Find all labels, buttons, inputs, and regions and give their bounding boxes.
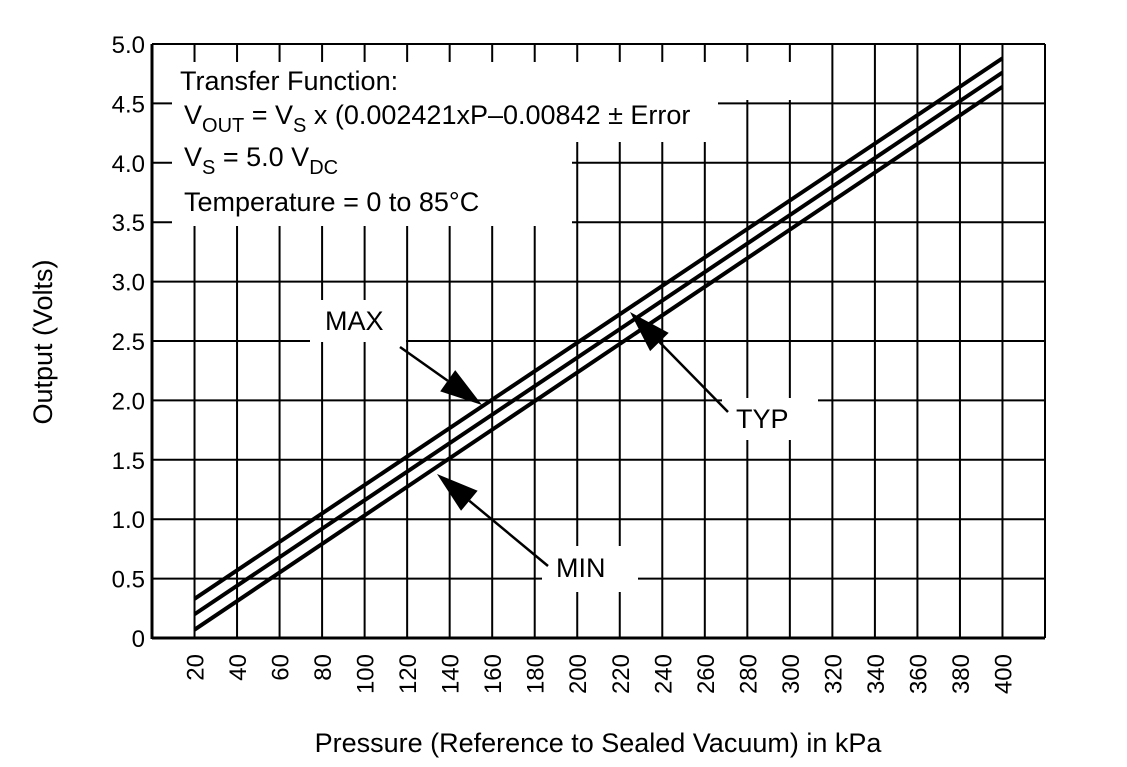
transfer-function-box xyxy=(172,62,830,100)
y-tick-label: 5.0 xyxy=(112,32,145,59)
x-tick-label: 240 xyxy=(650,654,677,694)
min-label: MIN xyxy=(556,553,606,583)
y-tick-label: 2.5 xyxy=(112,329,145,356)
transfer-function-equation: VOUT = VS x (0.002421xP–0.00842 ± Error xyxy=(184,100,690,137)
x-tick-label: 400 xyxy=(990,654,1017,694)
x-tick-label: 80 xyxy=(310,654,337,681)
y-tick-label: 3.5 xyxy=(112,210,145,237)
transfer-function-title: Transfer Function: xyxy=(180,66,398,96)
x-tick-label: 40 xyxy=(225,654,252,681)
axes xyxy=(150,43,1046,640)
temperature-annotation: Temperature = 0 to 85°C xyxy=(184,187,479,217)
tick-labels: 20 40 60 80 100 120 140 160 180 200 220 240 260 280 30… xyxy=(112,32,1018,694)
series-line-typ xyxy=(193,70,1004,616)
y-tick-label: 4.0 xyxy=(112,151,145,178)
annotation-backgrounds xyxy=(172,62,830,592)
min-label-box xyxy=(542,546,638,592)
y-tick-label: 1.0 xyxy=(112,507,145,534)
series-line-min xyxy=(193,85,1004,632)
x-tick-label: 340 xyxy=(863,654,890,694)
typ-label-box xyxy=(722,398,818,440)
x-tick-label: 260 xyxy=(693,654,720,694)
x-tick-label: 380 xyxy=(948,654,975,694)
y-tick-label: 3.0 xyxy=(112,270,145,297)
x-tick-label: 300 xyxy=(778,654,805,694)
x-tick-label: 140 xyxy=(438,654,465,694)
x-tick-label: 320 xyxy=(820,654,847,694)
transfer-function-box xyxy=(172,142,572,226)
typ-label: TYP xyxy=(736,404,789,434)
y-axis-title: Output (Volts) xyxy=(28,259,58,424)
x-tick-label: 20 xyxy=(183,654,210,681)
series-lines xyxy=(193,56,1004,632)
x-tick-label: 100 xyxy=(353,654,380,694)
supply-voltage-annotation: VS = 5.0 VDC xyxy=(184,142,338,179)
x-tick-label: 200 xyxy=(565,654,592,694)
max-arrow xyxy=(399,345,482,405)
x-tick-label: 160 xyxy=(480,654,507,694)
y-tick-label: 1.5 xyxy=(112,448,145,475)
x-tick-label: 180 xyxy=(523,654,550,694)
x-tick-label: 280 xyxy=(735,654,762,694)
transfer-function-annotation: Transfer Function: VOUT = VS x (0.002421… xyxy=(180,66,690,217)
y-tick-label: 2.0 xyxy=(112,388,145,415)
transfer-function-box xyxy=(172,100,718,142)
y-tick-label: 0.5 xyxy=(112,567,145,594)
x-tick-label: 220 xyxy=(608,654,635,694)
y-tick-label: 4.5 xyxy=(112,91,145,118)
min-arrow xyxy=(437,474,549,567)
x-axis-title: Pressure (Reference to Sealed Vacuum) in… xyxy=(315,728,883,758)
x-tick-label: 60 xyxy=(268,654,295,681)
y-tick-label: 0 xyxy=(132,626,145,653)
callout-arrows xyxy=(399,312,729,567)
series-line-max xyxy=(193,56,1004,601)
max-label: MAX xyxy=(325,306,384,336)
x-tick-label: 360 xyxy=(905,654,932,694)
x-tick-label: 120 xyxy=(395,654,422,694)
max-label-box xyxy=(310,300,406,342)
typ-arrow xyxy=(630,312,729,413)
